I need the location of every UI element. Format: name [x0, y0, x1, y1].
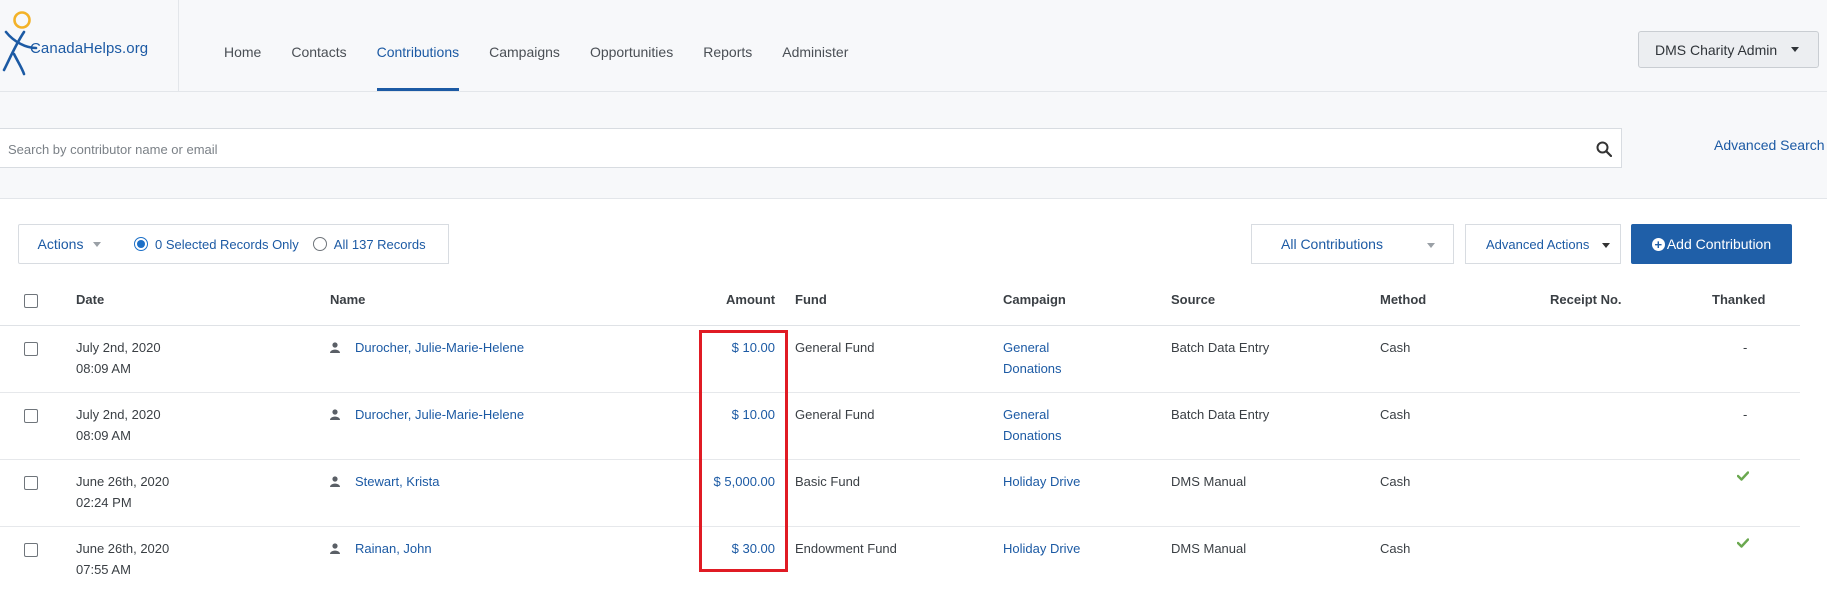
all-records-radio[interactable] — [312, 237, 327, 251]
caret-down-icon — [93, 241, 102, 247]
nav-campaigns[interactable]: Campaigns — [489, 44, 560, 60]
row-method: Cash — [1380, 541, 1411, 556]
table-row: July 2nd, 2020 08:09 AM Durocher, Julie-… — [0, 326, 1800, 393]
caret-down-icon — [1602, 243, 1610, 248]
col-method[interactable]: Method — [1380, 292, 1427, 307]
search-input[interactable] — [6, 129, 1570, 169]
advanced-actions-dropdown[interactable]: Advanced Actions — [1465, 224, 1621, 264]
col-receipt[interactable]: Receipt No. — [1550, 292, 1622, 307]
row-checkbox[interactable] — [24, 409, 38, 423]
row-fund: Basic Fund — [795, 474, 861, 489]
row-time: 02:24 PM — [76, 495, 132, 510]
table-row: July 2nd, 2020 08:09 AM Durocher, Julie-… — [0, 393, 1800, 460]
row-source: Batch Data Entry — [1171, 340, 1270, 355]
row-thanked: - — [1743, 340, 1748, 355]
col-campaign[interactable]: Campaign — [1003, 292, 1066, 307]
search-icon[interactable] — [1596, 141, 1612, 157]
col-thanked[interactable]: Thanked — [1712, 292, 1766, 307]
amount-column-highlight — [699, 330, 788, 572]
logo[interactable]: CanadaHelps.org — [0, 0, 179, 91]
row-source: DMS Manual — [1171, 541, 1247, 556]
amount-link[interactable]: $ 5,000.00 — [713, 474, 775, 489]
canadahelps-logo-icon — [2, 11, 38, 76]
nav-home[interactable]: Home — [224, 44, 262, 60]
selected-only-label[interactable]: 0 Selected Records Only — [155, 236, 299, 252]
nav-contributions[interactable]: Contributions — [376, 0, 459, 91]
col-amount[interactable]: Amount — [726, 292, 776, 307]
advanced-actions-label: Advanced Actions — [1486, 236, 1590, 252]
plus-circle-icon: + — [1651, 237, 1665, 251]
row-method: Cash — [1380, 407, 1411, 422]
row-time: 07:55 AM — [76, 562, 131, 577]
logo-text: CanadaHelps.org — [30, 40, 149, 57]
main-nav: Home Contacts Contributions Campaigns Op… — [224, 0, 878, 91]
contributor-name-link[interactable]: Rainan, John — [355, 541, 432, 556]
person-icon — [330, 409, 340, 420]
contributor-name-link[interactable]: Stewart, Krista — [355, 474, 440, 489]
campaign-link[interactable]: General — [1003, 407, 1050, 422]
row-time: 08:09 AM — [76, 428, 131, 443]
col-source[interactable]: Source — [1171, 292, 1216, 307]
row-method: Cash — [1380, 340, 1411, 355]
person-icon — [330, 476, 340, 487]
all-records-label[interactable]: All 137 Records — [333, 236, 426, 252]
user-menu-button[interactable]: DMS Charity Admin — [1638, 31, 1819, 68]
campaign-link[interactable]: Holiday Drive — [1003, 474, 1081, 489]
nav-administer[interactable]: Administer — [782, 44, 849, 60]
add-contribution-button[interactable]: + Add Contribution — [1631, 224, 1792, 264]
row-fund: General Fund — [795, 407, 875, 422]
person-icon — [330, 342, 340, 353]
thanked-check-icon — [1737, 538, 1749, 548]
table-row: June 26th, 2020 02:24 PM Stewart, Krista… — [0, 460, 1800, 527]
nav-contacts[interactable]: Contacts — [291, 44, 347, 60]
row-fund: Endowment Fund — [795, 541, 897, 556]
contributions-panel: Actions 0 Selected Records Only All 137 … — [0, 198, 1827, 594]
row-date: June 26th, 2020 — [76, 541, 170, 556]
selected-only-radio[interactable] — [134, 237, 148, 251]
thanked-check-icon — [1737, 471, 1749, 481]
row-checkbox[interactable] — [24, 342, 38, 356]
caret-down-icon — [1791, 47, 1800, 52]
contributor-name-link[interactable]: Durocher, Julie-Marie-Helene — [355, 340, 525, 355]
campaign-link[interactable]: General — [1003, 340, 1050, 355]
contribution-filter-value: All Contributions — [1281, 236, 1383, 252]
col-name[interactable]: Name — [330, 292, 366, 307]
row-date: July 2nd, 2020 — [76, 340, 161, 355]
campaign-link[interactable]: Holiday Drive — [1003, 541, 1081, 556]
amount-link[interactable]: $ 10.00 — [731, 407, 775, 422]
row-source: DMS Manual — [1171, 474, 1247, 489]
caret-down-icon — [1427, 243, 1435, 248]
record-scope-toggle: 0 Selected Records Only All 137 Records — [120, 224, 449, 264]
advanced-search-link[interactable]: Advanced Search — [1714, 137, 1825, 153]
select-all-checkbox[interactable] — [24, 294, 38, 308]
col-fund[interactable]: Fund — [795, 292, 827, 307]
row-date: July 2nd, 2020 — [76, 407, 161, 422]
col-date[interactable]: Date — [76, 292, 105, 307]
actions-label: Actions — [37, 236, 84, 252]
top-navigation-bar: CanadaHelps.org Home Contacts Contributi… — [0, 0, 1827, 92]
nav-opportunities[interactable]: Opportunities — [589, 44, 674, 60]
row-method: Cash — [1380, 474, 1411, 489]
person-icon — [330, 543, 340, 554]
table-row: June 26th, 2020 07:55 AM Rainan, John $ … — [0, 527, 1800, 593]
row-checkbox[interactable] — [24, 476, 38, 490]
campaign-link-line2[interactable]: Donations — [1003, 361, 1062, 376]
search-bar — [0, 128, 1622, 169]
nav-reports[interactable]: Reports — [703, 44, 753, 60]
table-header: Date Name Amount Fund Campaign Source Me… — [0, 292, 1800, 326]
row-fund: General Fund — [795, 340, 875, 355]
contribution-filter-select[interactable]: All Contributions — [1251, 224, 1454, 264]
user-menu-label: DMS Charity Admin — [1655, 41, 1778, 58]
row-checkbox[interactable] — [24, 543, 38, 557]
row-thanked: - — [1743, 407, 1748, 422]
amount-link[interactable]: $ 30.00 — [731, 541, 775, 556]
row-date: June 26th, 2020 — [76, 474, 170, 489]
amount-link[interactable]: $ 10.00 — [731, 340, 775, 355]
row-time: 08:09 AM — [76, 361, 131, 376]
contributor-name-link[interactable]: Durocher, Julie-Marie-Helene — [355, 407, 525, 422]
row-source: Batch Data Entry — [1171, 407, 1270, 422]
actions-dropdown[interactable]: Actions — [18, 224, 121, 264]
campaign-link-line2[interactable]: Donations — [1003, 428, 1062, 443]
add-contribution-label: Add Contribution — [1666, 236, 1772, 252]
